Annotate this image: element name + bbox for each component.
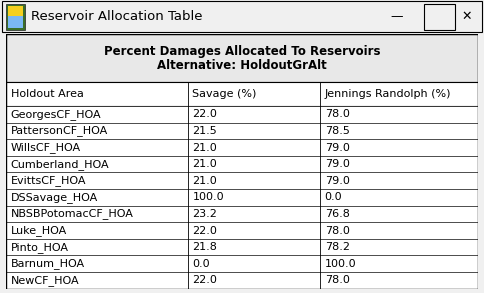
Text: WillsCF_HOA: WillsCF_HOA bbox=[11, 142, 81, 153]
Bar bbox=[6, 272, 478, 289]
Text: Savage (%): Savage (%) bbox=[193, 89, 257, 99]
Text: 21.5: 21.5 bbox=[193, 126, 217, 136]
Bar bbox=[6, 206, 478, 222]
Bar bbox=[6, 239, 478, 255]
Bar bbox=[6, 255, 478, 272]
Bar bbox=[6, 222, 478, 239]
Bar bbox=[6, 139, 478, 156]
Text: Alternative: HoldoutGrAlt: Alternative: HoldoutGrAlt bbox=[157, 59, 327, 72]
Text: GeorgesCF_HOA: GeorgesCF_HOA bbox=[11, 109, 101, 120]
Text: Holdout Area: Holdout Area bbox=[11, 89, 83, 99]
Text: 22.0: 22.0 bbox=[193, 109, 217, 119]
Bar bbox=[8, 16, 23, 28]
Text: Barnum_HOA: Barnum_HOA bbox=[11, 258, 85, 269]
Text: Reservoir Allocation Table: Reservoir Allocation Table bbox=[31, 10, 203, 23]
Bar bbox=[424, 4, 455, 30]
Text: ✕: ✕ bbox=[462, 10, 472, 23]
Text: 76.8: 76.8 bbox=[325, 209, 349, 219]
Text: Pinto_HOA: Pinto_HOA bbox=[11, 242, 69, 253]
Text: 21.8: 21.8 bbox=[193, 242, 217, 252]
Text: PattersonCF_HOA: PattersonCF_HOA bbox=[11, 125, 108, 137]
Text: 100.0: 100.0 bbox=[193, 192, 224, 202]
Text: 22.0: 22.0 bbox=[193, 275, 217, 285]
Text: 78.0: 78.0 bbox=[325, 275, 349, 285]
Bar bbox=[6, 34, 478, 82]
Text: EvittsCF_HOA: EvittsCF_HOA bbox=[11, 175, 86, 186]
Text: NBSBPotomacCF_HOA: NBSBPotomacCF_HOA bbox=[11, 209, 134, 219]
Bar bbox=[8, 6, 23, 16]
Bar bbox=[6, 189, 478, 206]
Text: DSSavage_HOA: DSSavage_HOA bbox=[11, 192, 98, 203]
Text: 78.5: 78.5 bbox=[325, 126, 349, 136]
Text: 78.0: 78.0 bbox=[325, 226, 349, 236]
Text: Percent Damages Allocated To Reservoirs: Percent Damages Allocated To Reservoirs bbox=[104, 45, 380, 58]
Text: 79.0: 79.0 bbox=[325, 159, 349, 169]
Text: 79.0: 79.0 bbox=[325, 143, 349, 153]
Bar bbox=[6, 106, 478, 123]
Text: 21.0: 21.0 bbox=[193, 176, 217, 186]
Text: Cumberland_HOA: Cumberland_HOA bbox=[11, 159, 109, 170]
Text: 0.0: 0.0 bbox=[325, 192, 342, 202]
Text: 78.0: 78.0 bbox=[325, 109, 349, 119]
Text: NewCF_HOA: NewCF_HOA bbox=[11, 275, 79, 286]
Bar bbox=[6, 82, 478, 106]
Text: —: — bbox=[391, 10, 403, 23]
Text: Jennings Randolph (%): Jennings Randolph (%) bbox=[325, 89, 451, 99]
Bar bbox=[6, 4, 25, 30]
Text: Luke_HOA: Luke_HOA bbox=[11, 225, 67, 236]
Text: 21.0: 21.0 bbox=[193, 143, 217, 153]
Text: 21.0: 21.0 bbox=[193, 159, 217, 169]
Text: 100.0: 100.0 bbox=[325, 259, 356, 269]
Text: 78.2: 78.2 bbox=[325, 242, 349, 252]
Text: 79.0: 79.0 bbox=[325, 176, 349, 186]
Text: 22.0: 22.0 bbox=[193, 226, 217, 236]
Text: 0.0: 0.0 bbox=[193, 259, 210, 269]
Text: 23.2: 23.2 bbox=[193, 209, 217, 219]
Bar bbox=[6, 173, 478, 189]
Bar bbox=[6, 156, 478, 173]
Bar bbox=[6, 123, 478, 139]
